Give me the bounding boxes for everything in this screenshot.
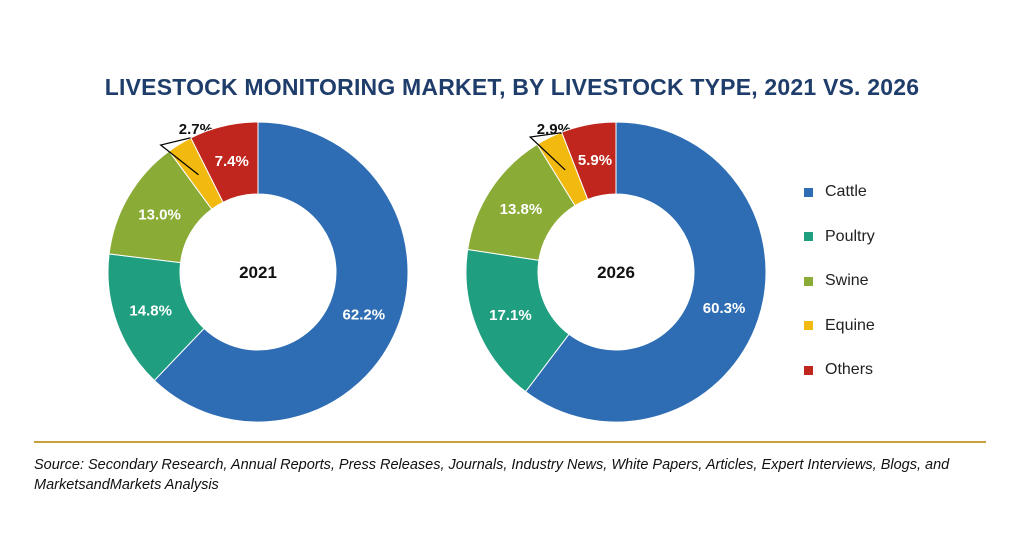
data-label-poultry-2021: 14.8% bbox=[129, 302, 172, 319]
chart-title: LIVESTOCK MONITORING MARKET, BY LIVESTOC… bbox=[104, 74, 920, 100]
legend-item-cattle: Cattle bbox=[804, 170, 964, 215]
data-label-others-2021: 7.4% bbox=[215, 153, 249, 170]
slice-cattle-2021 bbox=[153, 121, 409, 423]
legend-item-swine: Swine bbox=[804, 259, 964, 304]
center-label-2026: 2026 bbox=[597, 263, 635, 282]
legend-swatch-others bbox=[804, 365, 813, 375]
data-label-swine-2026: 13.8% bbox=[500, 201, 543, 218]
legend-label-swine: Swine bbox=[825, 272, 869, 290]
data-label-swine-2021: 13.0% bbox=[138, 206, 181, 223]
data-label-cattle-2021: 62.2% bbox=[343, 306, 386, 323]
legend-label-cattle: Cattle bbox=[825, 183, 867, 201]
slice-others-2021 bbox=[190, 121, 259, 203]
slice-cattle-2026 bbox=[524, 121, 767, 423]
center-label-2021: 2021 bbox=[239, 263, 277, 282]
legend-item-poultry: Poultry bbox=[804, 215, 964, 260]
data-label-cattle-2026: 60.3% bbox=[703, 300, 746, 317]
legend: Cattle Poultry Swine Equine Others bbox=[804, 170, 964, 393]
legend-item-others: Others bbox=[804, 348, 964, 393]
legend-swatch-poultry bbox=[804, 232, 813, 242]
source-note: Source: Secondary Research, Annual Repor… bbox=[34, 457, 950, 493]
legend-item-equine: Equine bbox=[804, 304, 964, 349]
legend-swatch-swine bbox=[804, 276, 813, 286]
legend-label-others: Others bbox=[825, 361, 874, 379]
divider-line bbox=[34, 441, 986, 443]
legend-label-equine: Equine bbox=[825, 316, 875, 334]
legend-swatch-equine bbox=[804, 321, 813, 331]
donut-2026: 60.3%17.1%13.8%2.9%5.9%2026 bbox=[465, 121, 767, 423]
legend-label-poultry: Poultry bbox=[825, 227, 875, 245]
slice-others-2026 bbox=[561, 121, 617, 200]
data-label-poultry-2026: 17.1% bbox=[489, 307, 532, 324]
legend-swatch-cattle bbox=[804, 187, 813, 197]
data-label-others-2026: 5.9% bbox=[578, 152, 612, 169]
donut-2021: 62.2%14.8%13.0%2.7%7.4%2021 bbox=[107, 121, 409, 423]
